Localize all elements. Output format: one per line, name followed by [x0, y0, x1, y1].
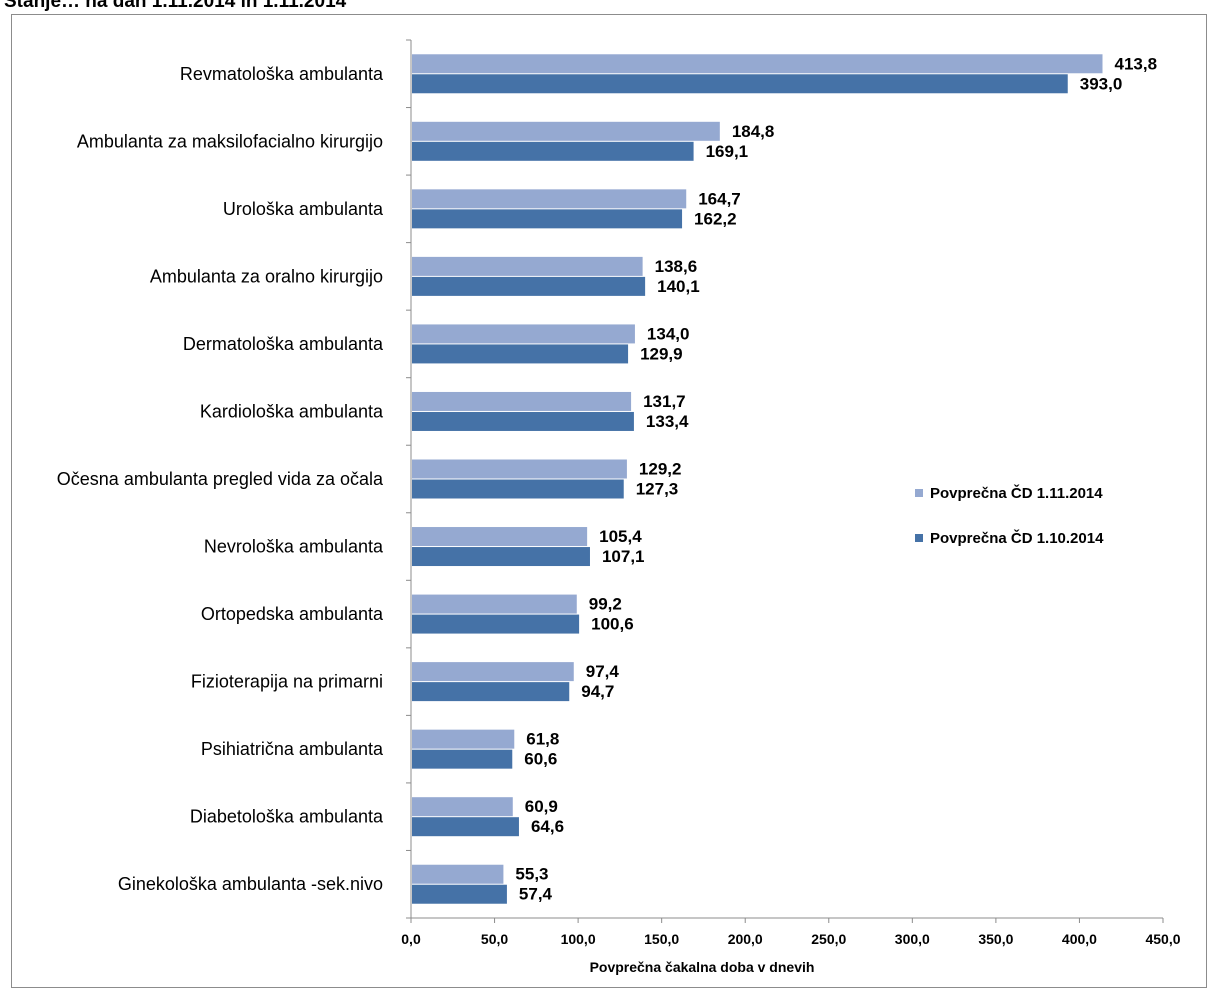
bar-series-1	[412, 256, 643, 276]
data-label-series-2: 169,1	[706, 142, 749, 161]
legend-swatch-series-2	[915, 534, 923, 542]
bar-series-2	[412, 884, 507, 904]
bar-series-1	[412, 54, 1103, 74]
bar-series-1	[412, 662, 574, 682]
data-label-series-1: 184,8	[732, 122, 775, 141]
bar-series-1	[412, 527, 588, 547]
data-label-series-1: 413,8	[1115, 54, 1158, 73]
bar-series-2	[412, 547, 590, 567]
data-label-series-2: 94,7	[581, 682, 614, 701]
data-label-series-2: 57,4	[519, 885, 553, 904]
data-label-series-1: 55,3	[515, 865, 548, 884]
legend-label-series-2: Povprečna ČD 1.10.2014	[930, 529, 1104, 547]
data-label-series-2: 127,3	[636, 480, 679, 499]
x-tick-label: 150,0	[644, 931, 679, 947]
data-label-series-2: 60,6	[524, 750, 557, 769]
data-label-series-1: 99,2	[589, 595, 622, 614]
bar-series-1	[412, 189, 687, 209]
bar-series-2	[412, 209, 683, 229]
category-label: Očesna ambulanta pregled vida za očala	[57, 469, 384, 489]
category-label: Kardiološka ambulanta	[200, 401, 384, 421]
bar-series-1	[412, 729, 515, 749]
data-label-series-2: 133,4	[646, 412, 689, 431]
data-label-series-2: 162,2	[694, 209, 737, 228]
data-label-series-1: 138,6	[655, 257, 698, 276]
x-axis-title: Povprečna čakalna doba v dnevih	[590, 959, 815, 975]
data-label-series-2: 140,1	[657, 277, 700, 296]
bar-series-2	[412, 817, 519, 837]
x-tick-label: 250,0	[811, 931, 846, 947]
bar-series-1	[412, 797, 513, 817]
bar-series-2	[412, 74, 1068, 94]
data-label-series-2: 64,6	[531, 817, 564, 836]
data-label-series-1: 134,0	[647, 324, 690, 343]
x-tick-label: 200,0	[728, 931, 763, 947]
bar-series-2	[412, 344, 629, 364]
bar-series-2	[412, 682, 570, 702]
bar-series-1	[412, 594, 577, 614]
bar-series-1	[412, 864, 504, 884]
legend-swatch-series-1	[915, 489, 923, 497]
bar-series-2	[412, 141, 694, 161]
category-label: Urološka ambulanta	[223, 199, 384, 219]
bar-series-1	[412, 391, 632, 411]
bar-series-2	[412, 614, 580, 634]
data-label-series-1: 60,9	[525, 797, 558, 816]
bar-series-2	[412, 749, 513, 769]
category-label: Ginekološka ambulanta -sek.nivo	[118, 874, 383, 894]
data-label-series-1: 61,8	[526, 730, 559, 749]
data-label-series-1: 105,4	[599, 527, 642, 546]
x-tick-label: 300,0	[895, 931, 930, 947]
bar-series-2	[412, 411, 634, 431]
data-label-series-2: 107,1	[602, 547, 645, 566]
x-tick-label: 450,0	[1145, 931, 1180, 947]
bar-chart: 0,0 50,0 100,0 150,0 200,0 250,0 300,0 350,0 400…	[57, 39, 1181, 975]
category-label: Ambulanta za oralno kirurgijo	[150, 266, 383, 286]
x-tick-label: 0,0	[401, 931, 421, 947]
category-label: Dermatološka ambulanta	[183, 334, 384, 354]
x-tick-label: 100,0	[561, 931, 596, 947]
legend-label-series-1: Povprečna ČD 1.11.2014	[930, 484, 1103, 502]
bar-series-2	[412, 276, 646, 296]
bar-series-1	[412, 324, 635, 344]
category-label: Psihiatrična ambulanta	[201, 739, 384, 759]
page-title: Stanje… na dan 1.11.2014 in 1.11.2014	[4, 0, 347, 12]
data-label-series-2: 100,6	[591, 615, 634, 634]
category-label: Fizioterapija na primarni	[191, 672, 383, 692]
x-tick-label: 400,0	[1062, 931, 1097, 947]
bar-series-2	[412, 479, 624, 499]
bar-series-1	[412, 459, 627, 479]
category-label: Ambulanta za maksilofacialno kirurgijo	[77, 131, 383, 151]
chart-frame: 0,0 50,0 100,0 150,0 200,0 250,0 300,0 350,0 400…	[11, 14, 1207, 988]
category-label: Nevrološka ambulanta	[204, 537, 384, 557]
category-label: Ortopedska ambulanta	[201, 604, 384, 624]
data-label-series-2: 393,0	[1080, 74, 1123, 93]
data-label-series-1: 164,7	[698, 189, 741, 208]
category-label: Diabetološka ambulanta	[190, 807, 384, 827]
data-label-series-1: 131,7	[643, 392, 686, 411]
bar-series-1	[412, 121, 720, 141]
data-label-series-1: 129,2	[639, 460, 682, 479]
x-tick-label: 350,0	[978, 931, 1013, 947]
category-label: Revmatološka ambulanta	[180, 64, 384, 84]
data-label-series-1: 97,4	[586, 662, 620, 681]
x-tick-label: 50,0	[481, 931, 508, 947]
data-label-series-2: 129,9	[640, 344, 683, 363]
